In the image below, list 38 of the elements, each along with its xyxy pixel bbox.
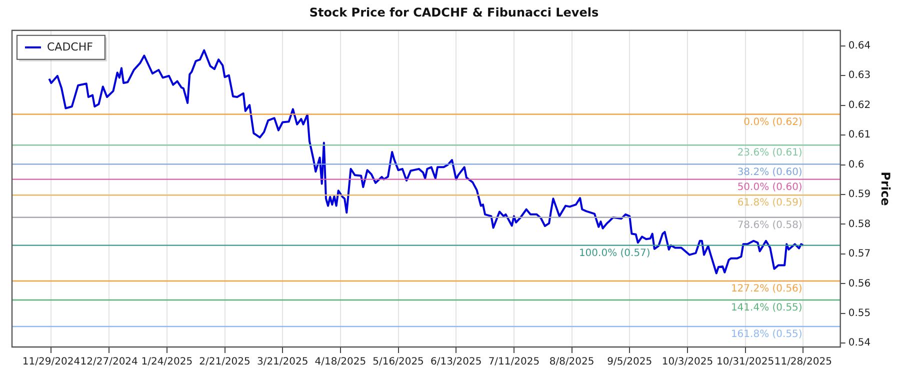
x-tick-label: 11/29/2024 [22,356,80,368]
ref-line-label: 38.2% (0.60) [737,166,802,178]
x-tick-label: 4/18/2025 [314,356,366,368]
chart-title: Stock Price for CADCHF & Fibunacci Levels [309,5,599,20]
ref-line-label: 161.8% (0.55) [730,329,802,340]
x-tick-label: 8/8/2025 [549,356,594,368]
x-tick-label: 9/5/2025 [607,356,652,368]
x-tick-label: 6/13/2025 [430,356,482,368]
ref-line-label: 100.0% (0.57) [578,248,650,259]
ref-line-label: 61.8% (0.59) [737,198,802,209]
y-tick-label: 0.57 [848,248,871,260]
x-tick-label: 5/16/2025 [372,356,424,368]
ref-line-label: 23.6% (0.61) [737,148,802,159]
x-tick-label: 3/21/2025 [256,356,308,368]
y-tick-label: 0.61 [848,130,871,141]
y-axis-title: Price [878,172,893,206]
ref-line-label: 141.4% (0.55) [730,302,802,314]
y-tick-label: 0.58 [848,218,871,230]
ref-line-label: 0.0% (0.62) [744,116,802,128]
y-tick-label: 0.55 [848,308,871,319]
x-tick-label: 10/3/2025 [662,356,714,368]
y-tick-label: 0.63 [848,70,871,82]
x-tick-label: 10/31/2025 [716,356,774,368]
ref-line-label: 78.6% (0.58) [737,220,802,231]
legend-label: CADCHF [47,40,93,54]
y-tick-label: 0.6 [848,159,864,170]
x-tick-label: 1/24/2025 [141,356,193,368]
y-tick-label: 0.62 [848,100,871,111]
x-tick-label: 12/27/2024 [80,356,138,368]
x-tick-label: 2/21/2025 [199,356,250,368]
x-tick-label: 7/11/2025 [488,356,540,368]
ref-line-label: 50.0% (0.60) [737,182,802,193]
y-tick-label: 0.56 [848,278,871,290]
y-tick-label: 0.64 [848,40,871,52]
x-tick-label: 11/28/2025 [774,356,832,368]
y-tick-label: 0.54 [848,338,871,349]
ref-line-label: 127.2% (0.56) [730,284,802,295]
y-tick-label: 0.59 [848,189,871,200]
